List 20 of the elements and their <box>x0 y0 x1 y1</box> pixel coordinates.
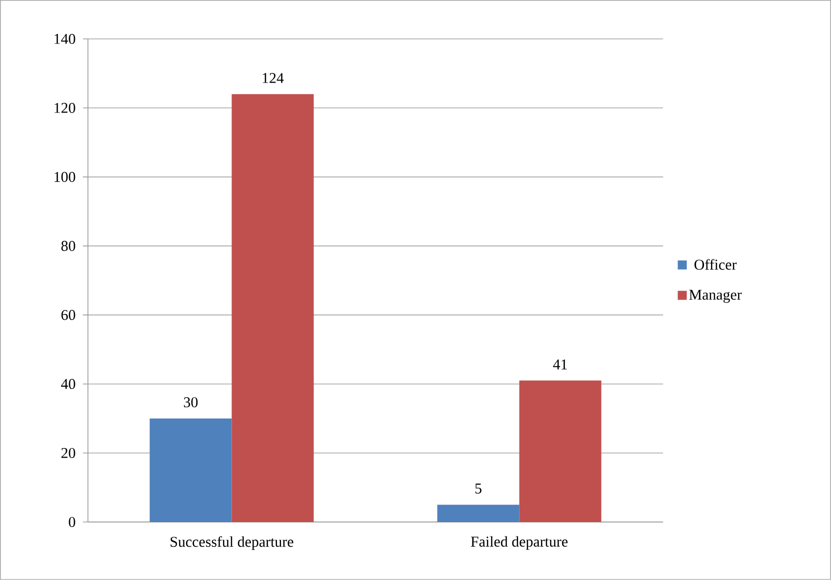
bar <box>519 380 602 522</box>
x-tick-label: Failed departure <box>470 536 568 550</box>
y-tick-label: 60 <box>61 310 76 320</box>
legend-label: Officer <box>694 259 737 270</box>
y-tick-label: 0 <box>68 516 76 528</box>
y-tick-label: 80 <box>61 240 76 252</box>
x-tick-label: Successful departure <box>170 536 294 550</box>
bar <box>232 94 314 522</box>
bar <box>437 504 520 522</box>
data-label: 5 <box>475 484 482 494</box>
y-tick-label: 140 <box>54 34 76 44</box>
y-tick-label: 100 <box>54 172 76 182</box>
y-tick-label: 40 <box>61 378 76 390</box>
y-tick-label: 120 <box>54 102 76 113</box>
data-label: 41 <box>553 360 567 370</box>
bar <box>150 418 232 522</box>
legend-label: Manager <box>689 290 742 303</box>
data-label: 124 <box>262 73 284 83</box>
y-tick-label: 20 <box>61 448 76 458</box>
data-label: 30 <box>184 397 198 408</box>
